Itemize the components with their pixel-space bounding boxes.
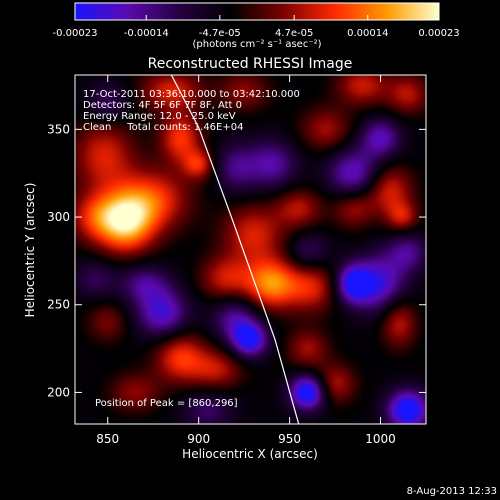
x-tick-label: 950	[278, 432, 301, 446]
y-tick-label: 200	[47, 385, 70, 399]
x-tick-label: 850	[96, 432, 119, 446]
colorbar: -0.00023 -0.00014 -4.7e-05 4.7e-05 0.00014 0.…	[53, 2, 460, 50]
annotation-time-range: 17-Oct-2011 03:36:10.000 to 03:42:10.000	[83, 89, 300, 100]
heatmap-image-area	[75, 75, 426, 424]
y-tick-label: 250	[47, 298, 70, 312]
x-tick-label: 1000	[365, 432, 396, 446]
annotation-block: 17-Oct-2011 03:36:10.000 to 03:42:10.000…	[83, 89, 300, 133]
annotation-clean-total-counts: Clean Total counts: 1.46E+04	[83, 122, 243, 133]
y-tick-label: 300	[47, 210, 70, 224]
footer-timestamp: 8-Aug-2013 12:33	[407, 486, 497, 497]
annotation-detectors: Detectors: 4F 5F 6F 7F 8F, Att 0	[83, 100, 242, 111]
y-tick-label: 350	[47, 122, 70, 136]
colorbar-tick-label: -0.00014	[124, 28, 169, 39]
colorbar-units-label: (photons cm⁻² s⁻¹ asec⁻²)	[192, 39, 321, 50]
colorbar-ticks	[74, 15, 440, 20]
annotation-peak-position: Position of Peak = [860,296]	[95, 398, 238, 409]
plot-frame	[74, 74, 427, 425]
solar-limb-curve	[170, 75, 300, 424]
x-tick-label: 900	[187, 432, 210, 446]
colorbar-tick-label: 0.00023	[418, 28, 459, 39]
heatmap-image	[75, 75, 426, 424]
x-axis-ticks: 850 900 950 1000	[96, 75, 396, 446]
colorbar-tick-labels: -0.00023 -0.00014 -4.7e-05 4.7e-05 0.00014 0.…	[53, 28, 460, 39]
annotation-energy-range: Energy Range: 12.0 - 25.0 keV	[83, 111, 236, 122]
colorbar-tick-label: -0.00023	[53, 28, 98, 39]
y-axis-ticks: 200 250 300 350	[47, 122, 426, 399]
colorbar-tick-label: 0.00014	[347, 28, 388, 39]
colorbar-tick-label: -4.7e-05	[199, 28, 241, 39]
y-axis-label: Heliocentric Y (arcsec)	[23, 183, 37, 318]
colorbar-gradient	[74, 2, 440, 21]
chart-title: Reconstructed RHESSI Image	[148, 56, 353, 72]
x-axis-label: Heliocentric X (arcsec)	[182, 447, 318, 461]
colorbar-tick-label: 4.7e-05	[275, 28, 313, 39]
